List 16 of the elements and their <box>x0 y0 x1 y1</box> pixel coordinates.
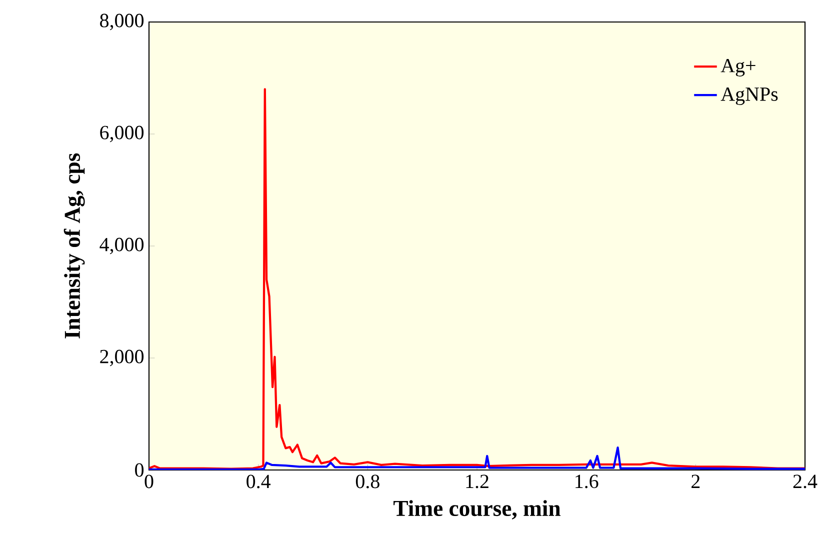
x-tick-label: 2.4 <box>793 474 818 488</box>
y-tick-label: 0 <box>135 463 144 477</box>
x-tick-label: 0 <box>144 474 154 488</box>
x-tick-label: 1.6 <box>576 474 598 488</box>
legend-label: AgNPs <box>720 88 778 106</box>
y-axis-title: Intensity of Ag, cps <box>64 153 85 338</box>
x-axis-title: Time course, min <box>394 500 560 520</box>
y-tick-label: 4,000 <box>100 238 144 254</box>
x-tick-label: 2 <box>692 474 700 488</box>
y-tick-label: 6,000 <box>100 126 144 142</box>
legend-label: Ag+ <box>720 58 756 76</box>
y-tick-label: 2,000 <box>100 350 144 366</box>
x-tick-label: 0.4 <box>246 474 271 488</box>
x-tick-label: 1.2 <box>466 474 488 488</box>
x-tick-label: 0.8 <box>356 474 380 488</box>
y-tick-label: 8,000 <box>100 14 144 30</box>
